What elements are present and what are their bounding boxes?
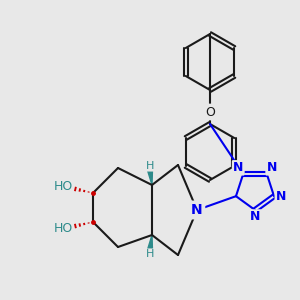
Text: N: N [233,161,243,174]
Text: HO: HO [53,221,73,235]
Text: H: H [146,161,154,171]
Text: H: H [146,249,154,259]
Text: N: N [191,203,203,217]
Polygon shape [148,170,152,185]
Text: N: N [267,161,277,174]
Text: O: O [205,106,215,118]
Text: HO: HO [53,181,73,194]
Text: N: N [276,190,286,203]
Text: N: N [250,211,260,224]
Polygon shape [148,235,152,250]
